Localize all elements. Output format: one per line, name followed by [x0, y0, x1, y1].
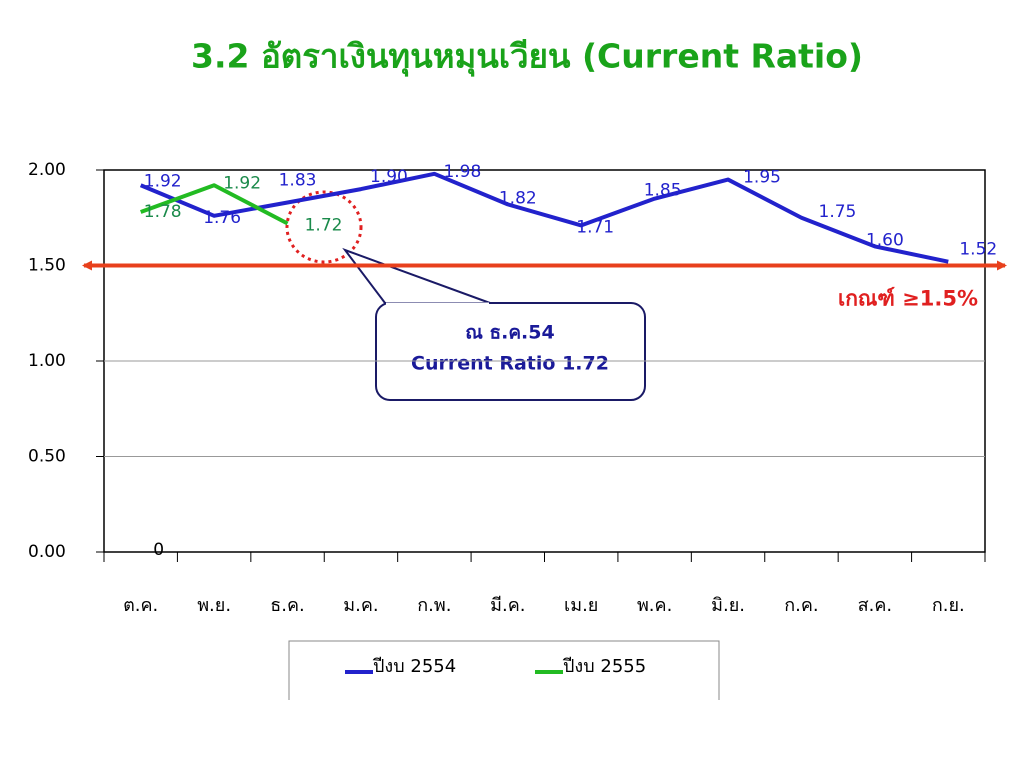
- data-label: 1.83: [279, 170, 317, 190]
- data-label: 1.98: [443, 162, 481, 182]
- y-tick-label: 1.00: [28, 351, 66, 371]
- data-label: 1.52: [959, 240, 997, 260]
- callout-text: Current Ratio 1.72: [411, 353, 609, 375]
- x-tick-label: มี.ค.: [490, 595, 525, 616]
- x-tick-label: พ.ค.: [637, 595, 672, 616]
- x-tick-label: พ.ย.: [197, 595, 231, 616]
- x-tick-label: ก.พ.: [417, 595, 451, 616]
- y-tick-label: 0.50: [28, 447, 66, 467]
- y-tick-label: 2.00: [28, 160, 66, 180]
- data-label: 1.71: [576, 217, 614, 237]
- data-label: 1.92: [144, 171, 182, 191]
- callout-text: ณ ธ.ค.54: [465, 322, 554, 344]
- reference-label: เกณฑ์ ≥1.5%: [838, 287, 978, 311]
- x-tick-label: ธ.ค.: [270, 595, 304, 616]
- x-tick-label: ต.ค.: [123, 595, 158, 616]
- chart-title: 3.2 อัตราเงินทุนหมุนเวียน (Current Ratio…: [191, 37, 863, 78]
- data-label: 1.76: [203, 208, 241, 228]
- zero-label: 0: [153, 540, 164, 560]
- data-label: 1.75: [819, 202, 857, 222]
- x-tick-label: ก.ค.: [784, 595, 818, 616]
- series-line: [139, 171, 949, 264]
- x-tick-label: เม.ย: [564, 595, 598, 616]
- callout-box: [375, 302, 646, 401]
- data-label: 1.85: [644, 181, 682, 201]
- y-tick-label: 1.50: [28, 256, 66, 276]
- data-label: 1.60: [866, 230, 904, 250]
- data-label: 1.92: [223, 173, 261, 193]
- data-label: 1.95: [743, 168, 781, 188]
- x-tick-label: ส.ค.: [858, 595, 892, 616]
- legend-label: ปีงบ 2555: [563, 656, 647, 677]
- x-tick-label: มิ.ย.: [711, 595, 745, 616]
- y-tick-label: 0.00: [28, 542, 66, 562]
- data-label: 1.72: [305, 215, 343, 235]
- x-tick-label: ม.ค.: [343, 595, 378, 616]
- callout-pointer: [342, 247, 491, 304]
- data-label: 1.82: [499, 188, 537, 208]
- series-line: [140, 183, 289, 226]
- legend-box: [288, 640, 720, 700]
- data-label: 1.78: [144, 202, 182, 222]
- x-tick-label: ก.ย.: [932, 595, 965, 616]
- data-label: 1.90: [370, 167, 408, 187]
- legend-label: ปีงบ 2554: [373, 656, 457, 677]
